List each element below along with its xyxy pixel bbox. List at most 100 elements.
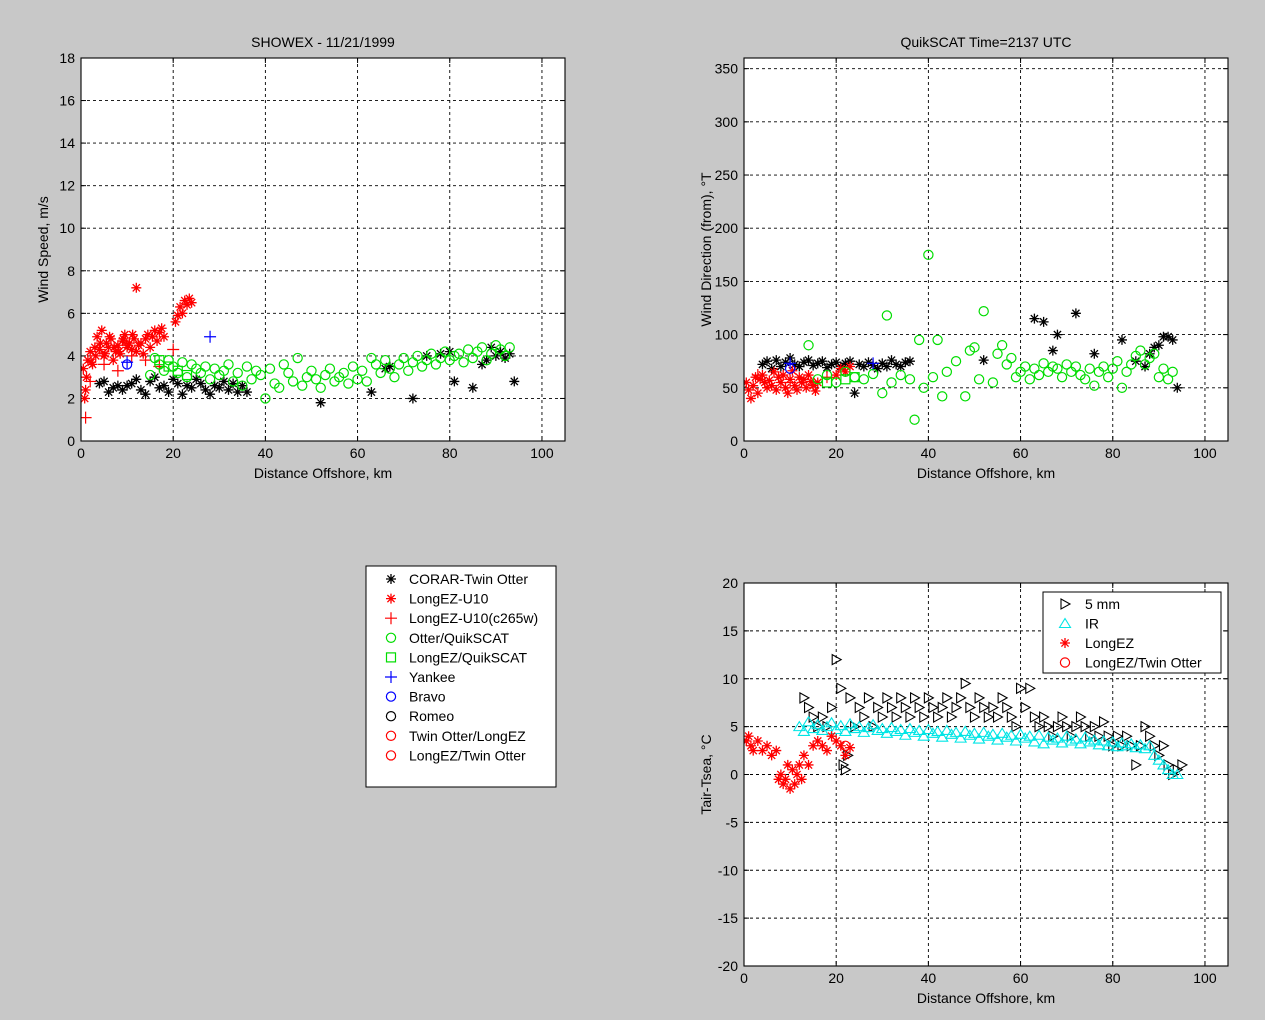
data-point: [845, 691, 857, 704]
data-point: [812, 358, 823, 369]
data-point: [810, 385, 821, 396]
data-point: [1048, 730, 1059, 743]
data-point: [81, 384, 91, 395]
data-point: [1162, 374, 1174, 385]
data-point: [315, 397, 326, 408]
y-axis-label: Wind Speed, m/s: [35, 196, 51, 303]
legend-label: LongEZ/Twin Otter: [409, 747, 526, 763]
data-layer: [744, 653, 1189, 794]
legend-marker: [1060, 598, 1072, 610]
data-point: [977, 726, 991, 737]
data-point: [1098, 715, 1110, 728]
legend-marker: [1058, 617, 1072, 629]
data-point: [937, 391, 948, 402]
data-point: [840, 740, 851, 751]
data-point: [794, 361, 805, 372]
legend-label: LongEZ-U10(c265w): [409, 610, 538, 626]
data-point: [121, 359, 133, 370]
data-point: [858, 361, 869, 372]
data-point: [817, 356, 828, 367]
data-point: [168, 374, 179, 385]
data-point: [784, 376, 797, 389]
y-tick-label: 12: [59, 178, 75, 194]
data-point: [1124, 737, 1138, 749]
series-longez-quikscat: [821, 372, 860, 388]
y-tick-label: 0: [730, 433, 738, 449]
data-point: [981, 730, 995, 741]
data-point: [481, 355, 492, 366]
data-point: [900, 701, 912, 714]
data-point: [154, 355, 165, 366]
data-point: [825, 716, 839, 728]
data-point: [1112, 730, 1124, 743]
data-point: [179, 295, 190, 306]
y-tick-label: 250: [715, 167, 739, 183]
data-point: [232, 367, 243, 379]
data-point: [163, 387, 174, 398]
data-point: [1027, 735, 1041, 747]
y-tick-label: 5: [730, 719, 738, 735]
data-point: [1177, 758, 1189, 771]
data-point: [852, 720, 866, 732]
y-tick-label: 18: [59, 50, 75, 66]
data-point: [1092, 738, 1106, 750]
data-point: [762, 740, 773, 751]
data-point: [1041, 731, 1055, 742]
data-point: [177, 308, 188, 319]
data-point: [117, 335, 128, 346]
data-point: [1032, 729, 1046, 740]
data-point: [877, 358, 888, 369]
data-point: [778, 370, 789, 381]
data-point: [992, 348, 1003, 359]
data-point: [801, 382, 812, 393]
data-point: [1060, 730, 1074, 741]
data-point: [131, 374, 142, 385]
y-tick-label: -10: [718, 862, 738, 878]
data-point: [845, 356, 856, 367]
data-point: [986, 728, 1000, 739]
data-point: [112, 340, 123, 351]
data-point: [789, 779, 800, 790]
data-point: [85, 346, 96, 357]
legend-label: LongEZ/Twin Otter: [1085, 655, 1202, 671]
data-point: [923, 691, 935, 704]
x-tick-label: 80: [1105, 970, 1121, 986]
data-point: [812, 377, 823, 388]
data-point: [1125, 359, 1137, 370]
data-point: [1070, 308, 1081, 319]
data-point: [1156, 758, 1170, 770]
data-point: [872, 363, 883, 374]
data-point: [356, 365, 368, 376]
data-point: [126, 344, 137, 355]
data-point: [274, 382, 285, 394]
data-point: [113, 346, 124, 357]
data-point: [1033, 369, 1045, 381]
legend-label: LongEZ-U10: [409, 591, 489, 607]
data-point: [880, 727, 894, 738]
legend-marker: [385, 652, 397, 663]
data-point: [867, 368, 879, 380]
legend-box: [365, 565, 557, 788]
data-point: [958, 725, 972, 736]
data-point: [932, 334, 943, 346]
data-point: [908, 726, 922, 737]
data-point: [439, 346, 451, 357]
data-point: [748, 745, 759, 756]
data-point: [773, 372, 784, 383]
data-point: [292, 352, 303, 364]
data-point: [81, 411, 92, 424]
data-point: [744, 377, 752, 388]
data-point: [476, 342, 488, 353]
data-point: [757, 359, 768, 370]
plot-frame: [743, 582, 1229, 967]
data-point: [1172, 382, 1183, 393]
data-point: [84, 375, 97, 388]
data-point: [917, 730, 931, 741]
data-point: [1039, 711, 1050, 723]
legend-label: CORAR-Twin Otter: [409, 571, 528, 587]
data-point: [1101, 739, 1115, 751]
data-point: [1074, 737, 1087, 749]
data-point: [119, 329, 130, 340]
data-point: [135, 338, 146, 349]
data-point: [1161, 763, 1175, 775]
